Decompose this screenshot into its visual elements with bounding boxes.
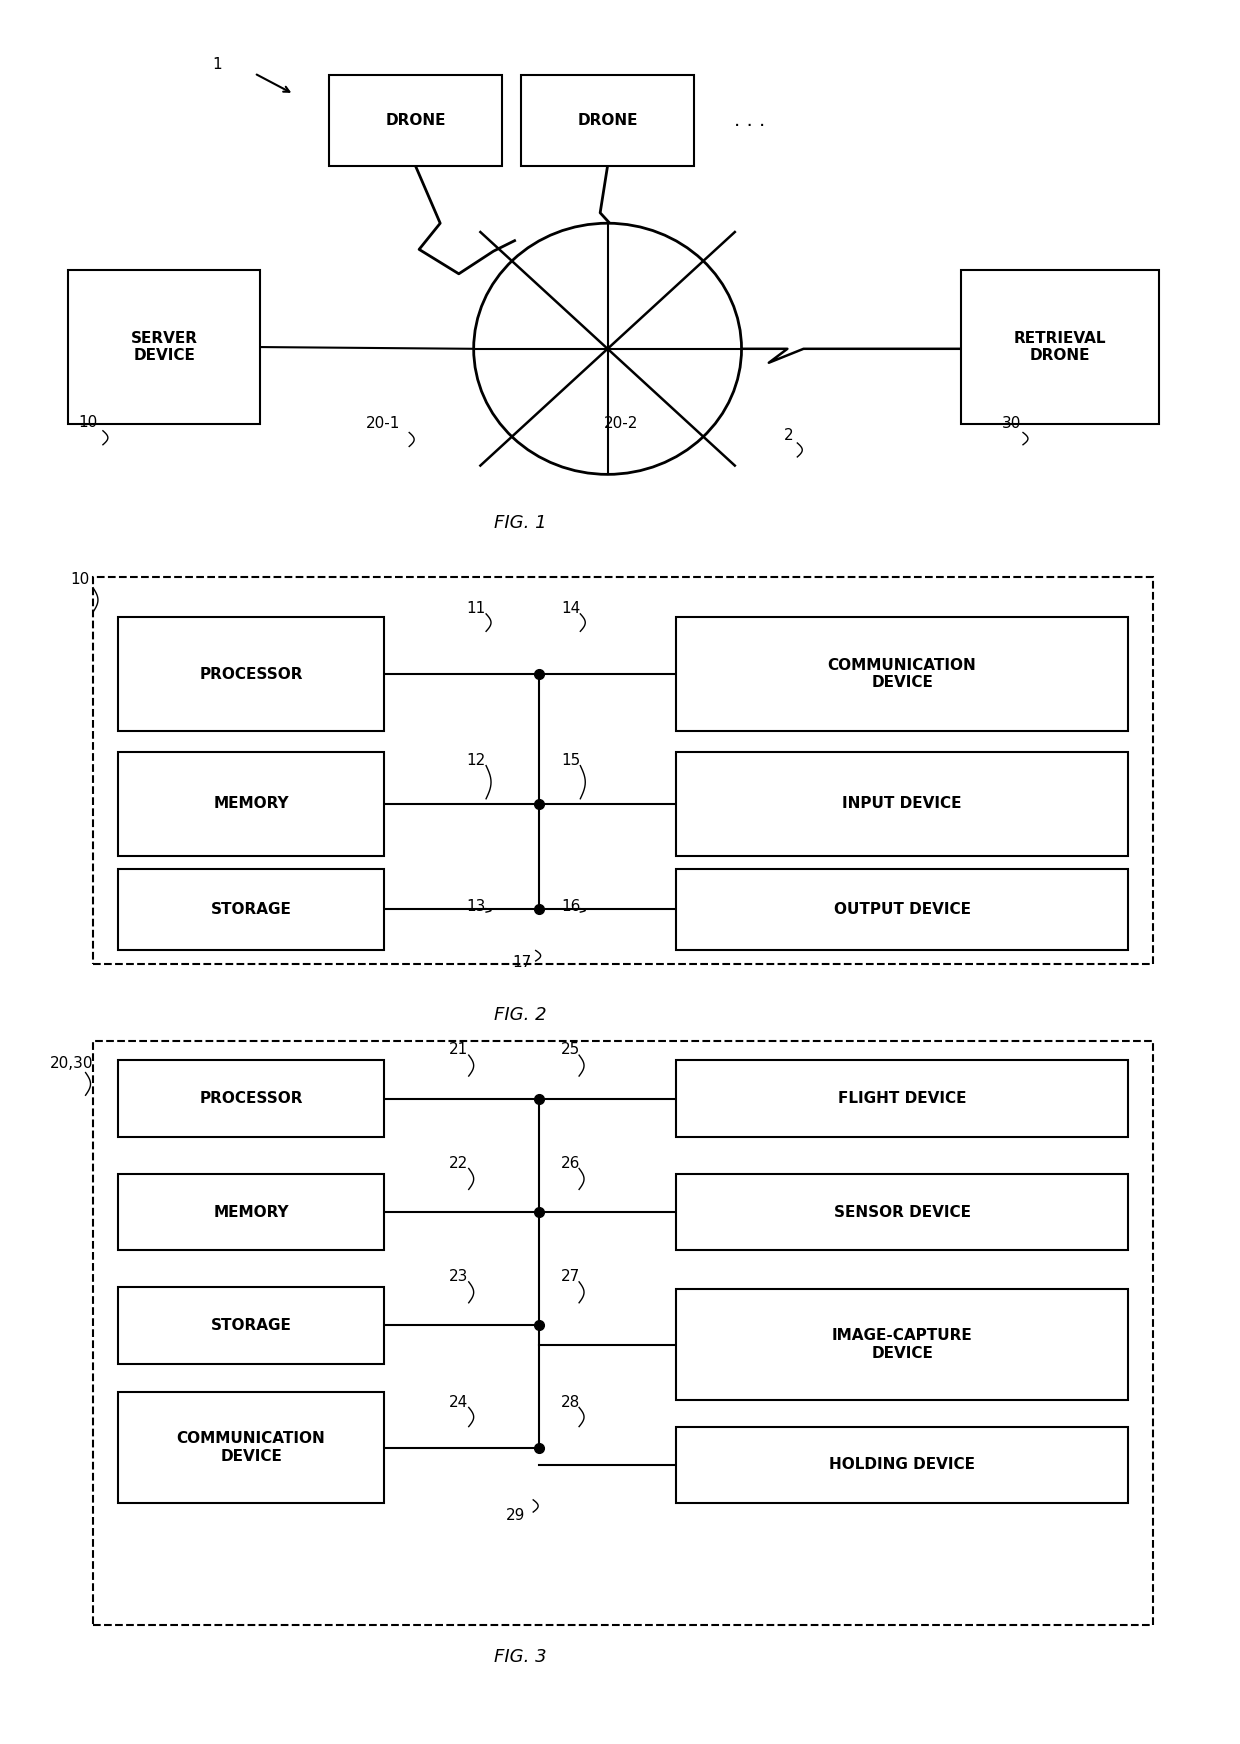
FancyBboxPatch shape bbox=[118, 1392, 384, 1503]
Text: 11: 11 bbox=[466, 602, 486, 616]
Text: 23: 23 bbox=[449, 1270, 469, 1284]
FancyBboxPatch shape bbox=[118, 617, 384, 731]
Text: DRONE: DRONE bbox=[386, 113, 445, 127]
FancyBboxPatch shape bbox=[676, 1174, 1128, 1250]
Ellipse shape bbox=[474, 223, 742, 474]
Text: 29: 29 bbox=[506, 1509, 526, 1523]
Text: 22: 22 bbox=[449, 1156, 469, 1170]
Text: MEMORY: MEMORY bbox=[213, 797, 289, 811]
FancyBboxPatch shape bbox=[118, 1287, 384, 1364]
FancyBboxPatch shape bbox=[676, 752, 1128, 856]
FancyBboxPatch shape bbox=[329, 75, 502, 166]
FancyBboxPatch shape bbox=[521, 75, 694, 166]
FancyBboxPatch shape bbox=[676, 1289, 1128, 1400]
Text: PROCESSOR: PROCESSOR bbox=[200, 666, 303, 682]
Text: 16: 16 bbox=[562, 900, 582, 914]
FancyBboxPatch shape bbox=[676, 869, 1128, 950]
Text: 13: 13 bbox=[466, 900, 486, 914]
FancyBboxPatch shape bbox=[118, 752, 384, 856]
Text: 21: 21 bbox=[449, 1043, 469, 1057]
Text: 2: 2 bbox=[784, 429, 794, 443]
Text: HOLDING DEVICE: HOLDING DEVICE bbox=[830, 1458, 975, 1472]
Text: STORAGE: STORAGE bbox=[211, 902, 291, 917]
FancyBboxPatch shape bbox=[961, 270, 1159, 424]
Text: STORAGE: STORAGE bbox=[211, 1318, 291, 1332]
Text: 1: 1 bbox=[212, 58, 222, 72]
Text: DRONE: DRONE bbox=[578, 113, 637, 127]
Text: COMMUNICATION
DEVICE: COMMUNICATION DEVICE bbox=[828, 657, 976, 691]
Text: 14: 14 bbox=[562, 602, 582, 616]
Text: 30: 30 bbox=[1002, 417, 1022, 431]
FancyBboxPatch shape bbox=[68, 270, 260, 424]
Text: IMAGE-CAPTURE
DEVICE: IMAGE-CAPTURE DEVICE bbox=[832, 1329, 972, 1360]
Text: 28: 28 bbox=[560, 1395, 580, 1409]
Text: COMMUNICATION
DEVICE: COMMUNICATION DEVICE bbox=[177, 1432, 325, 1463]
Text: 15: 15 bbox=[562, 753, 582, 767]
Text: 12: 12 bbox=[466, 753, 486, 767]
Text: 20,30: 20,30 bbox=[50, 1057, 93, 1071]
FancyBboxPatch shape bbox=[676, 617, 1128, 731]
Text: 25: 25 bbox=[560, 1043, 580, 1057]
Text: 10: 10 bbox=[71, 572, 91, 586]
Text: FIG. 3: FIG. 3 bbox=[495, 1648, 547, 1666]
Text: OUTPUT DEVICE: OUTPUT DEVICE bbox=[833, 902, 971, 917]
Text: INPUT DEVICE: INPUT DEVICE bbox=[842, 797, 962, 811]
FancyBboxPatch shape bbox=[118, 869, 384, 950]
FancyBboxPatch shape bbox=[676, 1427, 1128, 1503]
Text: 17: 17 bbox=[512, 956, 532, 970]
Text: SENSOR DEVICE: SENSOR DEVICE bbox=[833, 1205, 971, 1219]
Text: 10: 10 bbox=[78, 415, 98, 429]
Text: FLIGHT DEVICE: FLIGHT DEVICE bbox=[838, 1092, 966, 1106]
Text: FIG. 2: FIG. 2 bbox=[495, 1006, 547, 1024]
Text: SERVER
DEVICE: SERVER DEVICE bbox=[130, 331, 198, 363]
FancyBboxPatch shape bbox=[118, 1060, 384, 1137]
Text: RETRIEVAL
DRONE: RETRIEVAL DRONE bbox=[1014, 331, 1106, 363]
Text: 26: 26 bbox=[560, 1156, 580, 1170]
Text: MEMORY: MEMORY bbox=[213, 1205, 289, 1219]
FancyBboxPatch shape bbox=[118, 1174, 384, 1250]
Text: FIG. 1: FIG. 1 bbox=[495, 514, 547, 532]
Text: 20-1: 20-1 bbox=[366, 417, 401, 431]
Text: 20-2: 20-2 bbox=[604, 417, 639, 431]
Text: PROCESSOR: PROCESSOR bbox=[200, 1092, 303, 1106]
Text: 24: 24 bbox=[449, 1395, 469, 1409]
FancyBboxPatch shape bbox=[676, 1060, 1128, 1137]
Text: . . .: . . . bbox=[734, 112, 765, 129]
Text: 27: 27 bbox=[560, 1270, 580, 1284]
